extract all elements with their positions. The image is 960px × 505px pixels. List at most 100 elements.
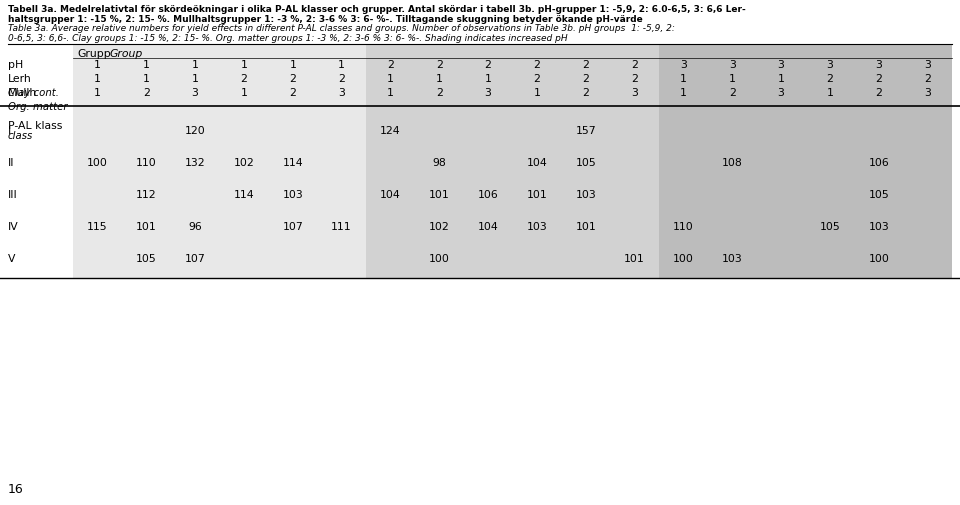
Text: 2: 2 bbox=[583, 60, 589, 70]
Text: 111: 111 bbox=[331, 222, 352, 231]
Text: 106: 106 bbox=[478, 189, 498, 199]
Text: 2: 2 bbox=[827, 74, 833, 84]
Bar bbox=[171, 45, 220, 278]
Text: 3: 3 bbox=[827, 60, 833, 70]
Text: 110: 110 bbox=[673, 222, 694, 231]
Bar bbox=[317, 45, 366, 278]
Text: 2: 2 bbox=[924, 74, 931, 84]
Text: Tabell 3a. Medelrelativtal för skördeökningar i olika P-AL klasser och grupper. : Tabell 3a. Medelrelativtal för skördeökn… bbox=[8, 5, 746, 14]
Text: 105: 105 bbox=[820, 222, 840, 231]
Bar bbox=[513, 45, 562, 278]
Text: 3: 3 bbox=[924, 60, 931, 70]
Text: 3: 3 bbox=[338, 88, 345, 98]
Text: 114: 114 bbox=[233, 189, 254, 199]
Text: 157: 157 bbox=[575, 126, 596, 136]
Text: 3: 3 bbox=[192, 88, 199, 98]
Text: 96: 96 bbox=[188, 222, 202, 231]
Text: 101: 101 bbox=[429, 189, 449, 199]
Text: 2: 2 bbox=[387, 60, 394, 70]
Text: 1: 1 bbox=[192, 60, 199, 70]
Text: 2: 2 bbox=[631, 74, 638, 84]
Text: 114: 114 bbox=[282, 158, 303, 168]
Text: 104: 104 bbox=[380, 189, 400, 199]
Bar bbox=[854, 45, 903, 278]
Text: 104: 104 bbox=[478, 222, 498, 231]
Text: 1: 1 bbox=[338, 60, 345, 70]
Text: 2: 2 bbox=[534, 60, 540, 70]
Bar bbox=[366, 45, 415, 278]
Text: 2: 2 bbox=[534, 74, 540, 84]
Text: 100: 100 bbox=[87, 158, 108, 168]
Text: 100: 100 bbox=[673, 254, 694, 264]
Bar bbox=[611, 45, 659, 278]
Text: 2: 2 bbox=[583, 88, 589, 98]
Text: 103: 103 bbox=[526, 222, 547, 231]
Text: 1: 1 bbox=[192, 74, 199, 84]
Text: 112: 112 bbox=[136, 189, 156, 199]
Text: 1: 1 bbox=[387, 88, 394, 98]
Bar bbox=[805, 45, 854, 278]
Text: 3: 3 bbox=[631, 88, 638, 98]
Text: 2: 2 bbox=[143, 88, 150, 98]
Text: 107: 107 bbox=[282, 222, 303, 231]
Text: Grupp: Grupp bbox=[77, 49, 110, 59]
Text: 100: 100 bbox=[868, 254, 889, 264]
Text: 1: 1 bbox=[143, 74, 150, 84]
Text: 1: 1 bbox=[94, 60, 101, 70]
Text: 2: 2 bbox=[729, 88, 735, 98]
Text: 104: 104 bbox=[526, 158, 547, 168]
Text: 1: 1 bbox=[94, 74, 101, 84]
Text: 1: 1 bbox=[94, 88, 101, 98]
Text: III: III bbox=[8, 189, 17, 199]
Text: 2: 2 bbox=[338, 74, 345, 84]
Text: 106: 106 bbox=[869, 158, 889, 168]
Text: 105: 105 bbox=[136, 254, 156, 264]
Bar bbox=[73, 45, 122, 278]
Text: 1: 1 bbox=[143, 60, 150, 70]
Text: 1: 1 bbox=[289, 60, 297, 70]
Text: 102: 102 bbox=[233, 158, 254, 168]
Text: 1: 1 bbox=[680, 74, 686, 84]
Text: 1: 1 bbox=[387, 74, 394, 84]
Text: Mullh: Mullh bbox=[8, 88, 37, 98]
Text: 120: 120 bbox=[184, 126, 205, 136]
Text: 1: 1 bbox=[240, 88, 248, 98]
Text: 2: 2 bbox=[436, 60, 443, 70]
Text: 1: 1 bbox=[534, 88, 540, 98]
Text: 2: 2 bbox=[289, 74, 297, 84]
Bar bbox=[708, 45, 756, 278]
Text: IV: IV bbox=[8, 222, 19, 231]
Text: 0-6,5, 3: 6,6-. Clay groups 1: -15 %, 2: 15- %. Org. matter groups 1: -3 %, 2: 3: 0-6,5, 3: 6,6-. Clay groups 1: -15 %, 2:… bbox=[8, 33, 567, 42]
Text: 105: 105 bbox=[575, 158, 596, 168]
Text: 3: 3 bbox=[924, 88, 931, 98]
Text: 1: 1 bbox=[729, 74, 735, 84]
Text: 107: 107 bbox=[184, 254, 205, 264]
Text: Org. matter: Org. matter bbox=[8, 102, 67, 112]
Text: 3: 3 bbox=[485, 88, 492, 98]
Text: V: V bbox=[8, 254, 15, 264]
Text: 103: 103 bbox=[869, 222, 889, 231]
Text: 1: 1 bbox=[827, 88, 833, 98]
Text: 16: 16 bbox=[8, 482, 24, 495]
Text: Lerh: Lerh bbox=[8, 74, 32, 84]
Bar bbox=[464, 45, 513, 278]
Bar bbox=[756, 45, 805, 278]
Text: 101: 101 bbox=[136, 222, 156, 231]
Bar bbox=[562, 45, 611, 278]
Text: 102: 102 bbox=[429, 222, 449, 231]
Text: 2: 2 bbox=[876, 88, 882, 98]
Text: 3: 3 bbox=[729, 60, 735, 70]
Text: 101: 101 bbox=[575, 222, 596, 231]
Text: 2: 2 bbox=[436, 88, 443, 98]
Text: class: class bbox=[8, 131, 34, 141]
Text: 3: 3 bbox=[778, 60, 784, 70]
Bar bbox=[415, 45, 464, 278]
Text: 2: 2 bbox=[583, 74, 589, 84]
Text: 124: 124 bbox=[380, 126, 400, 136]
Text: 2: 2 bbox=[631, 60, 638, 70]
Text: Clay cont.: Clay cont. bbox=[8, 88, 59, 98]
Text: 100: 100 bbox=[429, 254, 449, 264]
Text: 2: 2 bbox=[876, 74, 882, 84]
Text: 101: 101 bbox=[526, 189, 547, 199]
Text: Table 3a. Average relative numbers for yield effects in different P-AL classes a: Table 3a. Average relative numbers for y… bbox=[8, 24, 675, 33]
